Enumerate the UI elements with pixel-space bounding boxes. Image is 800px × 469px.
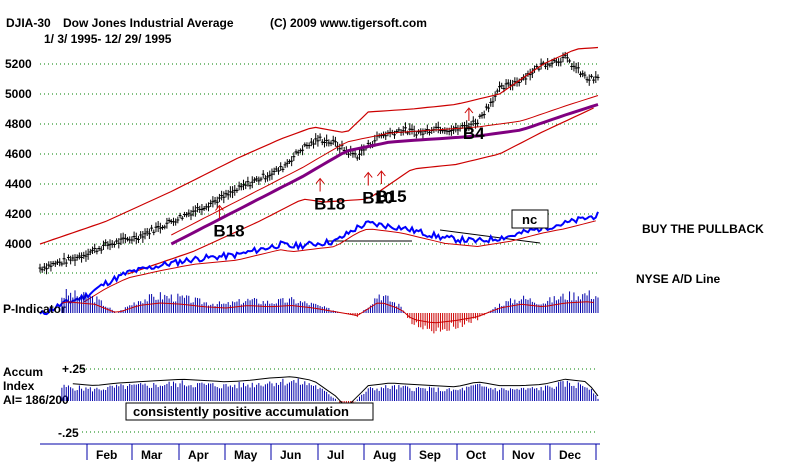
y-tick-4000: 4000 [5, 237, 32, 251]
accum-label-1: Accum [3, 365, 43, 379]
accum-label-2: Index [3, 379, 35, 393]
price-bars [38, 51, 600, 275]
x-tick-label: Feb [96, 448, 117, 462]
accum-minus-tick: -.25 [58, 426, 79, 440]
x-tick-label: Nov [512, 448, 535, 462]
signal-arrow-head [464, 107, 474, 114]
p-indicator-label: P-Indicator [3, 302, 66, 316]
upper-band-line [39, 46, 599, 245]
x-tick-label: Oct [466, 448, 486, 462]
signal-label: B10 [362, 189, 393, 208]
nc-label: nc [522, 212, 537, 227]
accum-note-box [125, 402, 374, 421]
accum-bars [61, 378, 599, 408]
x-tick-label: Apr [188, 448, 209, 462]
buy-pullback-label: BUY THE PULLBACK [642, 222, 764, 236]
copyright: (C) 2009 www.tigersoft.com [270, 16, 427, 30]
signal-arrow-head [215, 204, 224, 211]
chart-title: Dow Jones Industrial Average [63, 16, 234, 30]
moving-average-line [170, 103, 599, 246]
chart-symbol: DJIA-30 [6, 16, 51, 30]
x-tick-label: Sep [419, 448, 441, 462]
x-tick-label: Jun [280, 448, 301, 462]
ad-moving-average [83, 220, 596, 303]
accum-note: consistently positive accumulation [133, 404, 349, 419]
price-y-axis: 5200 5000 4800 4600 4400 4200 4000 [5, 57, 32, 251]
accum-ma [72, 376, 599, 406]
nyse-ad-label: NYSE A/D Line [636, 272, 721, 286]
accum-plus-tick: +.25 [62, 362, 86, 376]
signal-label: B18 [314, 195, 345, 214]
signal-label: B18 [213, 222, 244, 241]
x-tick-label: Mar [141, 448, 163, 462]
y-tick-5200: 5200 [5, 57, 32, 71]
y-tick-4400: 4400 [5, 177, 32, 191]
middle-band-line [171, 95, 599, 236]
y-tick-4800: 4800 [5, 117, 32, 131]
x-tick-label: Jul [327, 448, 344, 462]
x-tick-label: Aug [373, 448, 396, 462]
x-tick-label: Dec [559, 448, 581, 462]
x-tick-label: May [234, 448, 258, 462]
signal-arrow-head [363, 171, 373, 178]
x-axis: Feb Mar Apr May Jun Jul Aug Sep Oct Nov Dec [40, 443, 600, 462]
price-grid [40, 63, 598, 274]
lower-band-line [127, 107, 594, 275]
ad-line [39, 211, 599, 316]
p-indicator-ma [61, 301, 594, 324]
accum-ai-label: AI= 186/200 [3, 393, 69, 407]
date-range: 1/ 3/ 1995- 12/ 29/ 1995 [44, 32, 172, 46]
nc-box [511, 209, 549, 229]
y-tick-5000: 5000 [5, 87, 32, 101]
y-tick-4200: 4200 [5, 207, 32, 221]
y-tick-4600: 4600 [5, 147, 32, 161]
signal-arrow-head [315, 177, 325, 184]
signal-arrow-head [376, 170, 386, 177]
signal-label: B4 [463, 124, 485, 143]
signal-label: B15 [375, 187, 406, 206]
